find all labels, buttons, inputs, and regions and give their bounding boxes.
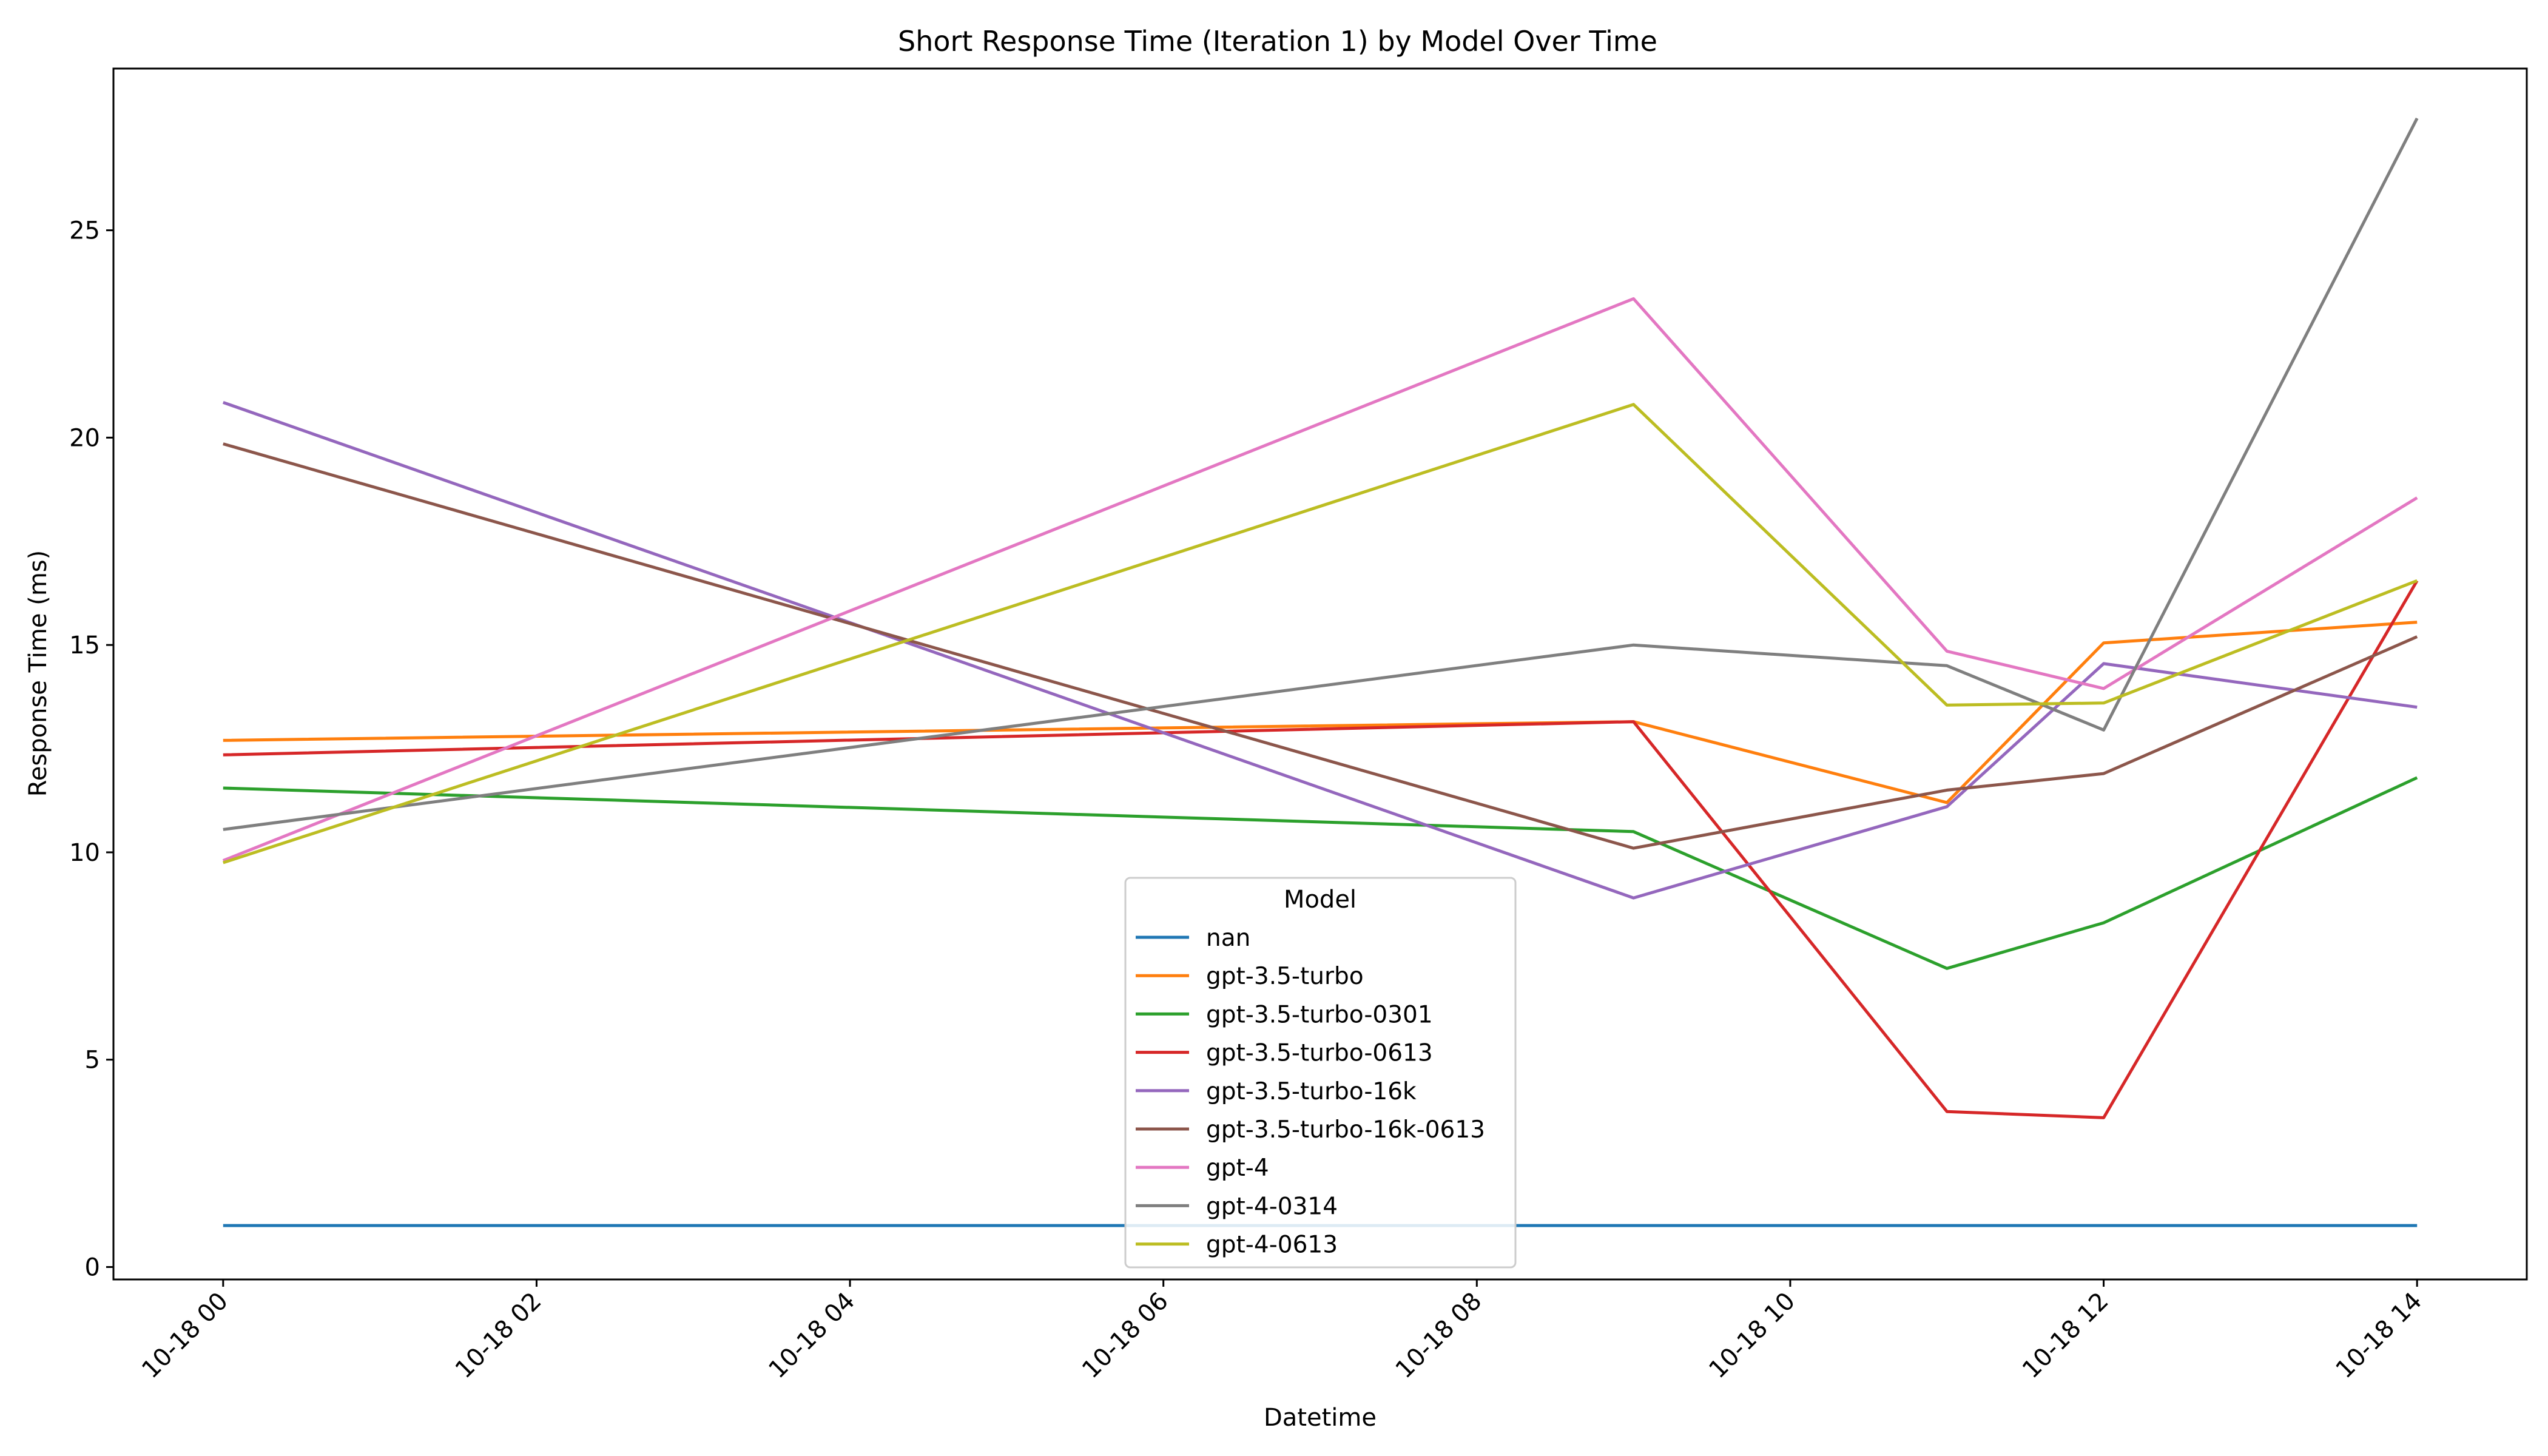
legend-label: gpt-4-0314 (1206, 1193, 1338, 1220)
series-line-gpt-4 (222, 297, 2418, 862)
legend-label: gpt-3.5-turbo (1206, 963, 1364, 990)
y-tick-label: 25 (69, 217, 100, 245)
series-line-gpt-4-0613 (223, 403, 2418, 864)
y-tick-label: 20 (69, 424, 100, 452)
series-line-gpt-3.5-turbo (223, 621, 2418, 804)
y-tick-label: 5 (85, 1046, 100, 1074)
series-line-gpt-3.5-turbo-0301 (223, 776, 2418, 970)
y-tick-label: 10 (69, 839, 100, 867)
x-axis-label: Datetime (1264, 1404, 1377, 1432)
legend-label: gpt-3.5-turbo-0613 (1206, 1040, 1433, 1067)
y-axis: 0 5 10 15 20 25 (69, 217, 113, 1281)
chart-title: Short Response Time (Iteration 1) by Mod… (898, 25, 1657, 58)
series-line-gpt-3.5-turbo-16k (222, 400, 2418, 900)
y-axis-label: Response Time (ms) (24, 550, 52, 797)
y-tick-label: 0 (85, 1253, 100, 1281)
legend: Model nan gpt-3.5-turbo gpt-3.5-turbo-0301… (1124, 877, 1517, 1269)
y-tick-label: 15 (69, 632, 100, 659)
series-line-gpt-4-0314 (223, 117, 2419, 831)
plot-frame (112, 67, 2528, 1281)
legend-label: gpt-3.5-turbo-16k-0613 (1206, 1116, 1485, 1144)
legend-label: gpt-3.5-turbo-0301 (1206, 1001, 1433, 1028)
legend-label: gpt-4 (1206, 1154, 1269, 1182)
legend-title: Model (1284, 886, 1357, 914)
legend-label: gpt-3.5-turbo-16k (1206, 1078, 1417, 1105)
series-line-gpt-3.5-turbo-16k-0613 (223, 442, 2418, 850)
legend-label: gpt-4-0613 (1206, 1232, 1338, 1259)
legend-box (1124, 877, 1517, 1269)
legend-label: nan (1206, 925, 1250, 952)
